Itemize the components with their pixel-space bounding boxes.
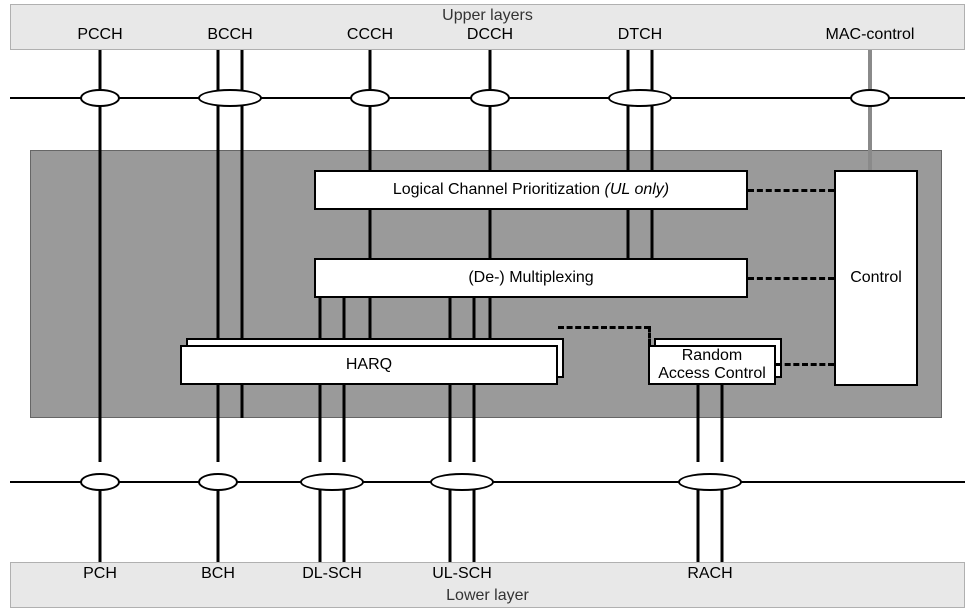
vline-pcch-bot <box>99 490 102 562</box>
lower-layer-label: Lower layer <box>446 587 529 605</box>
vline-pcch-mid <box>99 106 102 462</box>
sap-top-macc <box>850 89 890 107</box>
sap-top-dcch <box>470 89 510 107</box>
vline-bcch-l-bot <box>217 490 220 562</box>
sap-bot-rach <box>678 473 742 491</box>
vline-maccontrol-top <box>868 50 872 90</box>
bot-ch-dlsch: DL-SCH <box>302 565 362 583</box>
sap-top-pcch <box>80 89 120 107</box>
box-rac-label-b: Access Control <box>658 365 766 382</box>
top-ch-pcch: PCCH <box>77 26 122 44</box>
box-control: Control <box>834 170 918 386</box>
vline-dlsch-2a <box>343 385 346 462</box>
vline-bcch-r-top <box>241 50 244 90</box>
vline-rach-1a <box>697 385 700 462</box>
vline-ulsch-1a <box>449 385 452 462</box>
top-ch-dcch: DCCH <box>467 26 513 44</box>
sap-bot-bch <box>198 473 238 491</box>
box-rac: RandomAccess Control <box>648 345 776 385</box>
top-ch-maccontrol: MAC-control <box>826 26 915 44</box>
vline-bcch-l-mid <box>217 106 220 345</box>
sap-top-dtch <box>608 89 672 107</box>
dash-rac-control <box>776 363 834 366</box>
box-lcp-label-a: Logical Channel Prioritization <box>393 181 605 198</box>
dash-harq-rac-h <box>558 326 650 329</box>
vline-dtch-l-a <box>627 106 630 170</box>
box-rac-label-a: Random <box>682 347 742 364</box>
vline-bcch-r-mid <box>241 106 244 345</box>
dash-demux-control <box>748 277 834 280</box>
vline-dtch-r-a <box>651 106 654 170</box>
vline-bcch-l-h1 <box>217 385 220 462</box>
vline-ulsch-2a <box>473 385 476 462</box>
vline-dlsch-1b <box>319 490 322 562</box>
bot-ch-bch: BCH <box>201 565 235 583</box>
vline-maccontrol-bot <box>868 106 872 170</box>
vline-dtch-r-b <box>651 210 654 258</box>
bot-ch-rach: RACH <box>687 565 732 583</box>
sap-top-ccch <box>350 89 390 107</box>
vline-bcch-l-top <box>217 50 220 90</box>
sap-bot-pch <box>80 473 120 491</box>
top-ch-ccch: CCCH <box>347 26 393 44</box>
vline-dlsch-1a <box>319 385 322 462</box>
vline-pcch-top <box>99 50 102 90</box>
vline-dtch-l-b <box>627 210 630 258</box>
vline-dtch-r-top <box>651 50 654 90</box>
dash-harq-rac-v <box>648 326 651 345</box>
vline-ccch-a <box>369 106 372 170</box>
top-ch-bcch: BCCH <box>207 26 252 44</box>
dash-lcp-control <box>748 189 834 192</box>
vline-ulsch-2b <box>473 490 476 562</box>
vline-ulsch-1b <box>449 490 452 562</box>
vline-dtch-l-top <box>627 50 630 90</box>
box-harq: HARQ <box>180 345 558 385</box>
top-ch-dtch: DTCH <box>618 26 662 44</box>
box-lcp-label-b: (UL only) <box>605 181 670 198</box>
vline-ccch-top <box>369 50 372 90</box>
sap-top-bcch <box>198 89 262 107</box>
vline-dcch-a <box>489 106 492 170</box>
upper-layer-label: Upper layers <box>442 7 533 25</box>
vline-ccch-b <box>369 210 372 258</box>
vline-dcch-b <box>489 210 492 258</box>
bot-ch-pch: PCH <box>83 565 117 583</box>
bot-ch-ulsch: UL-SCH <box>432 565 492 583</box>
box-lcp: Logical Channel Prioritization (UL only) <box>314 170 748 210</box>
sap-bot-dlsch <box>300 473 364 491</box>
vline-dcch-top <box>489 50 492 90</box>
vline-rach-1b <box>697 490 700 562</box>
vline-rach-2b <box>721 490 724 562</box>
vline-dlsch-2b <box>343 490 346 562</box>
vline-rach-2a <box>721 385 724 462</box>
sap-bot-ulsch <box>430 473 494 491</box>
vline-bcch-r-h <box>241 385 244 418</box>
box-demux: (De-) Multiplexing <box>314 258 748 298</box>
